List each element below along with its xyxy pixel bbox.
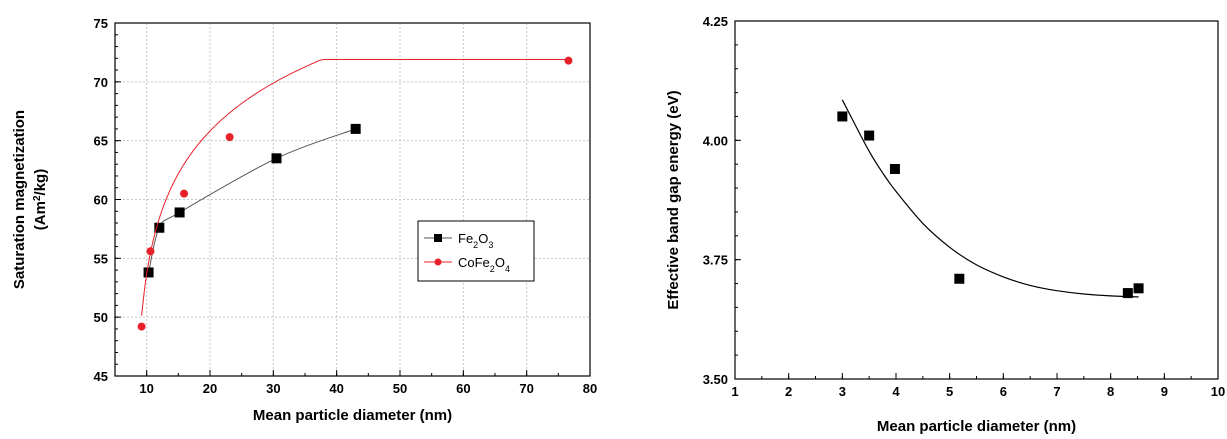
band-gap-chart: 1 2 3 4 5 6 7 8 9 10 3.50 3.75 4.00 4.25 Mean particle…	[665, 14, 1225, 435]
data-point-fe2o3	[174, 207, 185, 218]
x-tick-label: 80	[583, 381, 597, 396]
x-tick-label: 3	[839, 384, 846, 399]
legend-box	[417, 220, 535, 282]
x-tick-label: 10	[139, 381, 153, 396]
plot-frame	[734, 20, 1219, 380]
x-tick-label: 20	[203, 381, 217, 396]
legend-label: CoFe2O4	[458, 255, 510, 274]
data-point	[954, 273, 965, 284]
y-axis-title-line1: Saturation magnetization	[11, 110, 28, 289]
y-tick-label: 70	[94, 75, 108, 90]
data-point-fe2o3	[350, 123, 361, 134]
x-tick-label: 8	[1107, 384, 1114, 399]
x-tick-label: 10	[1211, 384, 1225, 399]
x-tick-label: 7	[1053, 384, 1060, 399]
magnetization-chart: 10 20 30 40 50 60 70 80 45 50 55 60 65 70 75 Mean parti…	[11, 16, 597, 424]
y-tick-label: 50	[94, 310, 108, 325]
data-point-fe2o3	[143, 267, 154, 278]
y-tick-label: 3.50	[703, 372, 728, 387]
legend-marker-square	[434, 234, 442, 242]
data-point	[837, 111, 848, 122]
data-point	[889, 163, 900, 174]
x-tick-label: 2	[785, 384, 792, 399]
data-point	[1122, 288, 1133, 299]
x-tick-label: 30	[266, 381, 280, 396]
series-line-1	[141, 58, 568, 316]
data-point-cofe2o4	[564, 56, 573, 65]
x-tick-label: 1	[731, 384, 738, 399]
y-tick-label: 75	[94, 16, 108, 31]
y-tick-label: 4.00	[703, 133, 728, 148]
x-tick-label: 5	[946, 384, 953, 399]
y-axis-title-line2: (Am2/kg)	[32, 169, 50, 230]
data-point-cofe2o4	[225, 133, 234, 142]
legend-marker-circle	[434, 258, 442, 266]
data-point	[864, 130, 875, 141]
data-point-fe2o3	[154, 222, 165, 233]
y-tick-label: 60	[94, 193, 108, 208]
legend-label: Fe2O3	[458, 231, 493, 250]
x-tick-label: 50	[393, 381, 407, 396]
fit-curve	[841, 99, 1139, 298]
data-point-cofe2o4	[146, 247, 155, 256]
x-tick-label: 4	[892, 384, 900, 399]
data-point-cofe2o4	[137, 322, 146, 331]
y-tick-label: 4.25	[703, 14, 728, 29]
data-point-fe2o3	[271, 153, 282, 164]
x-tick-label: 9	[1161, 384, 1168, 399]
x-axis-title: Mean particle diameter (nm)	[877, 418, 1076, 435]
x-tick-label: 6	[1000, 384, 1007, 399]
x-tick-label: 70	[519, 381, 533, 396]
data-point	[1133, 283, 1144, 294]
y-axis-title: Effective band gap energy (eV)	[665, 90, 682, 309]
data-point-cofe2o4	[180, 189, 189, 198]
x-tick-label: 40	[329, 381, 343, 396]
y-tick-label: 3.75	[703, 253, 728, 268]
y-tick-label: 65	[94, 134, 108, 149]
x-axis-title: Mean particle diameter (nm)	[253, 407, 452, 424]
y-tick-label: 55	[94, 251, 108, 266]
y-tick-label: 45	[94, 369, 108, 384]
x-tick-label: 60	[456, 381, 470, 396]
series-line-0	[148, 128, 356, 273]
